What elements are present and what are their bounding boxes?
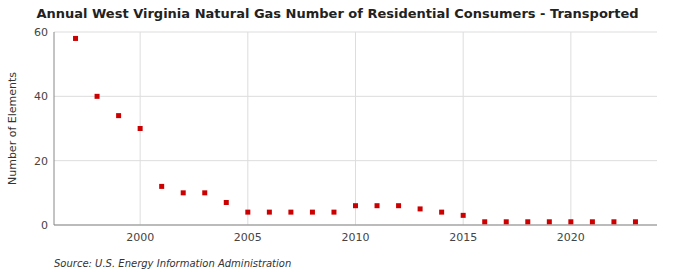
y-axis-label: Number of Elements xyxy=(6,72,19,185)
y-tick-label: 60 xyxy=(34,26,48,39)
point xyxy=(568,219,573,224)
chart: Annual West Virginia Natural Gas Number … xyxy=(0,0,675,275)
point xyxy=(73,36,78,41)
x-grid-line xyxy=(355,32,356,225)
y-grid-line xyxy=(54,225,657,226)
point xyxy=(181,190,186,195)
x-tick-label: 2000 xyxy=(126,231,154,244)
point xyxy=(116,113,121,118)
point xyxy=(633,219,638,224)
point xyxy=(439,210,444,215)
grid xyxy=(54,32,657,225)
x-tick-label: 2005 xyxy=(234,231,262,244)
y-axis-line xyxy=(54,32,55,225)
y-tick-label: 20 xyxy=(34,155,48,168)
point xyxy=(95,94,100,99)
y-tick-label: 40 xyxy=(34,90,48,103)
x-tick-label: 2010 xyxy=(342,231,370,244)
point xyxy=(310,210,315,215)
point xyxy=(267,210,272,215)
x-grid-line xyxy=(463,32,464,225)
point xyxy=(547,219,552,224)
point xyxy=(461,213,466,218)
title: Annual West Virginia Natural Gas Number … xyxy=(36,6,638,21)
point xyxy=(504,219,509,224)
point xyxy=(202,190,207,195)
x-grid-line xyxy=(570,32,571,225)
point xyxy=(159,184,164,189)
point xyxy=(396,203,401,208)
point xyxy=(418,206,423,211)
point xyxy=(138,126,143,131)
point xyxy=(590,219,595,224)
y-tick-label: 0 xyxy=(41,219,48,232)
x-grid-line xyxy=(247,32,248,225)
source-note: Source: U.S. Energy Information Administ… xyxy=(54,258,291,269)
point xyxy=(353,203,358,208)
point xyxy=(288,210,293,215)
point xyxy=(482,219,487,224)
point xyxy=(611,219,616,224)
point xyxy=(331,210,336,215)
point xyxy=(375,203,380,208)
x-axis-line xyxy=(54,225,657,226)
point xyxy=(224,200,229,205)
point xyxy=(525,219,530,224)
point xyxy=(245,210,250,215)
points xyxy=(73,36,638,224)
x-tick-label: 2020 xyxy=(557,231,585,244)
x-tick-label: 2015 xyxy=(449,231,477,244)
